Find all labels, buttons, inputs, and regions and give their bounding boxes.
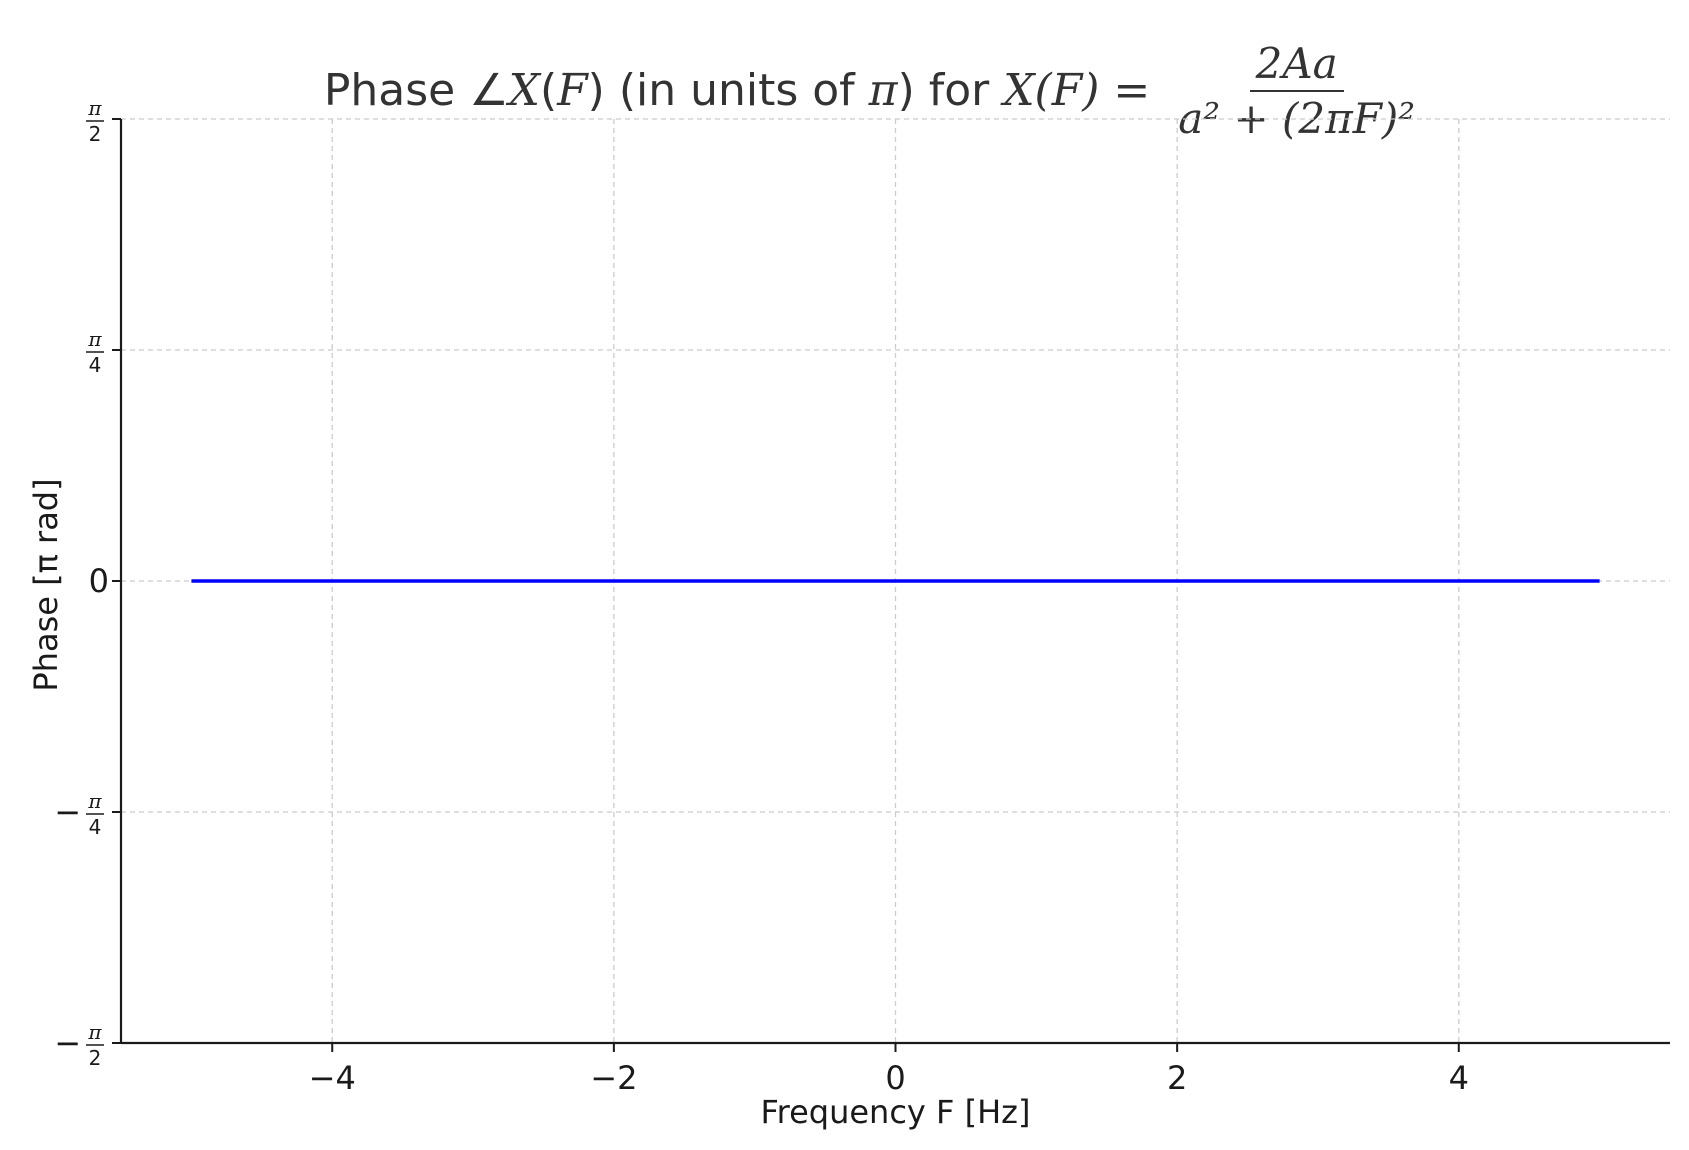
title-eq: (F) = <box>1034 65 1165 116</box>
title-fn: X <box>508 65 540 116</box>
y-tick-denominator: 2 <box>89 122 102 146</box>
y-tick-label: π2 <box>86 96 104 146</box>
chart-title: Phase ∠X(F) (in units of π) for X(F) = 2… <box>0 14 1689 167</box>
title-numerator: 2Aa <box>1249 39 1344 92</box>
title-middle: (in units of <box>604 65 869 116</box>
x-tick-label: −4 <box>309 1059 356 1097</box>
x-tick-label: 2 <box>1167 1059 1187 1097</box>
title-prefix: Phase ∠ <box>323 65 509 116</box>
y-tick-numerator: π <box>87 96 102 120</box>
title-denominator: a² + (2πF)² <box>1178 93 1416 143</box>
x-tick-label: 4 <box>1449 1059 1469 1097</box>
title-fraction: 2Aa a² + (2πF)² <box>1172 39 1421 143</box>
title-paren1: ( <box>539 65 558 116</box>
y-tick-numerator: π <box>87 789 102 813</box>
y-axis-label: Phase [π rad] <box>27 478 65 691</box>
x-tick-label: 0 <box>885 1059 905 1097</box>
y-tick-denominator: 4 <box>89 353 102 377</box>
title-var: F <box>557 65 588 116</box>
y-tick-label: π4 <box>86 327 104 377</box>
title-fn2: X <box>1003 65 1035 116</box>
title-pi: π <box>868 65 898 116</box>
y-tick-numerator: π <box>87 327 102 351</box>
axes <box>112 118 1670 1052</box>
y-tick-denominator: 4 <box>89 815 102 839</box>
y-tick-label: − π4 <box>54 789 104 839</box>
y-tick-label: − π2 <box>54 1020 104 1070</box>
title-paren2: ) <box>587 65 605 116</box>
x-tick-label: −2 <box>590 1059 637 1097</box>
y-tick-sign: − <box>54 793 81 831</box>
x-axis-label: Frequency F [Hz] <box>761 1093 1031 1131</box>
y-tick-numerator: π <box>87 1020 102 1044</box>
y-tick-denominator: 2 <box>89 1046 102 1070</box>
title-suffix: ) for <box>897 65 1004 116</box>
y-tick-label: 0 <box>89 562 109 600</box>
y-tick-sign: − <box>54 1024 81 1062</box>
